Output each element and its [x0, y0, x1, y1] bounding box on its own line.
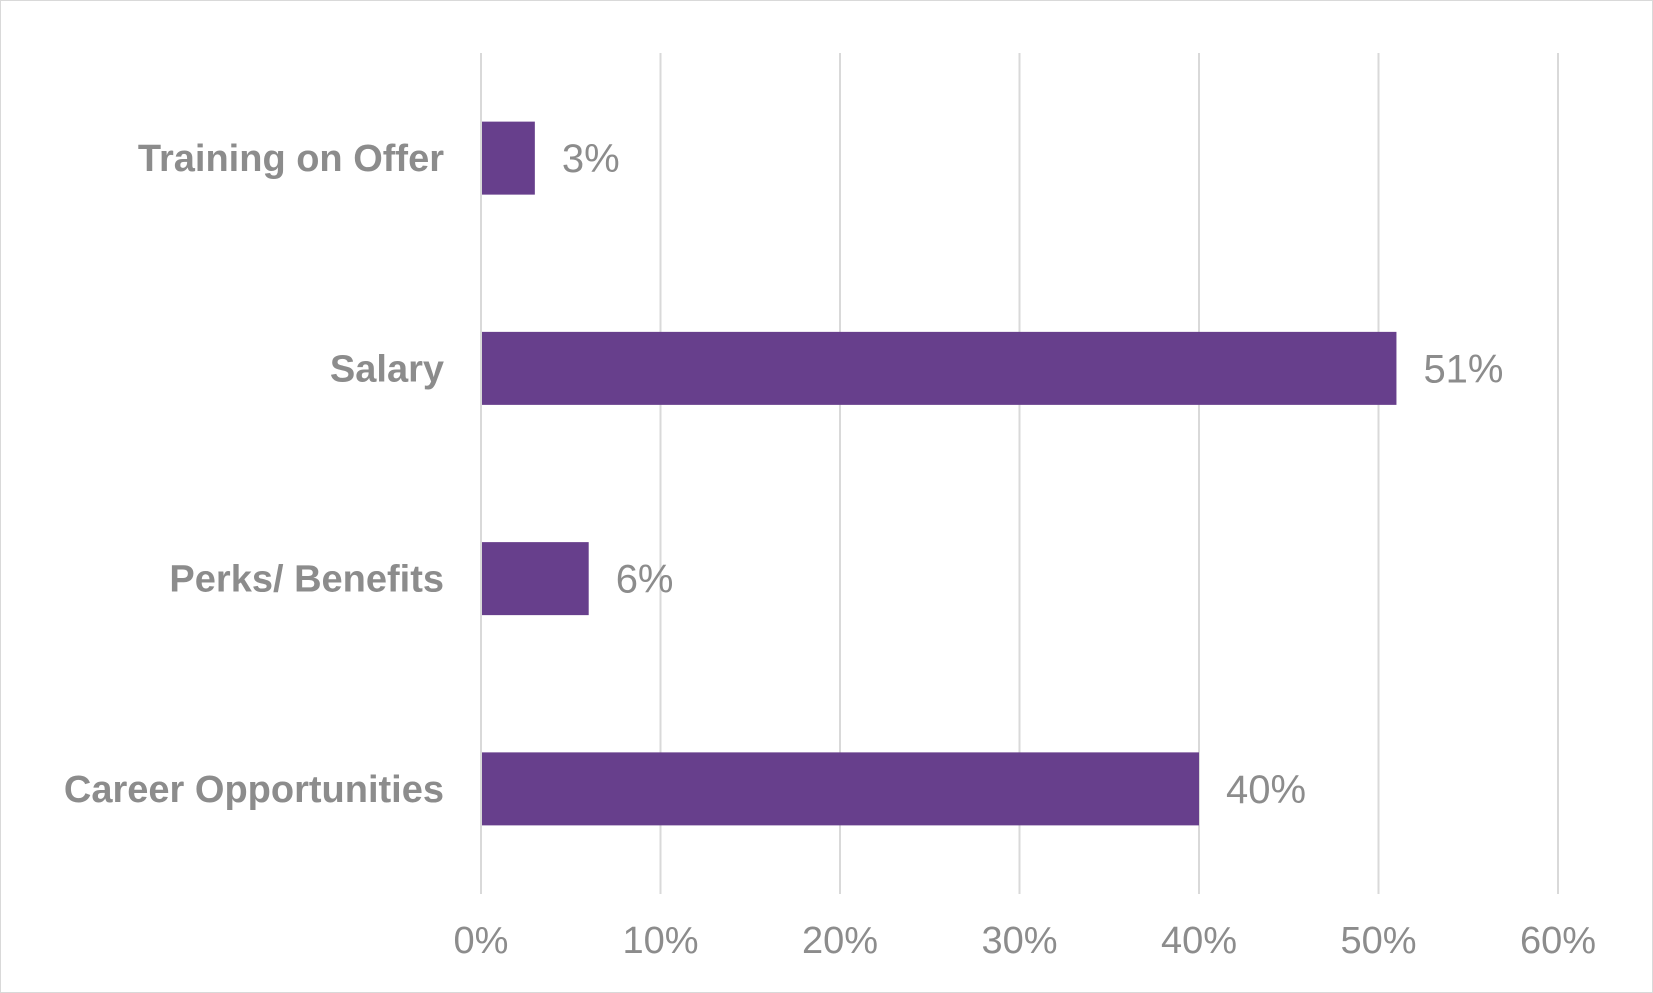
bar: [482, 121, 535, 195]
x-tick-label: 60%: [1520, 920, 1596, 962]
data-label: 3%: [562, 137, 620, 181]
bar: [482, 331, 1397, 405]
x-tick-label: 20%: [802, 920, 878, 962]
x-tick-label: 10%: [622, 920, 698, 962]
category-label: Career Opportunities: [64, 769, 444, 811]
data-label: 40%: [1226, 768, 1306, 812]
data-label: 6%: [616, 558, 674, 602]
data-label: 51%: [1423, 347, 1503, 391]
x-tick-label: 30%: [981, 920, 1057, 962]
category-label: Training on Offer: [138, 138, 444, 180]
x-tick-label: 0%: [454, 920, 509, 962]
category-label: Perks/ Benefits: [169, 559, 444, 601]
x-tick-label: 50%: [1340, 920, 1416, 962]
bar: [482, 542, 589, 616]
x-tick-label: 40%: [1161, 920, 1237, 962]
category-label: Salary: [330, 348, 444, 390]
bar: [482, 752, 1199, 826]
